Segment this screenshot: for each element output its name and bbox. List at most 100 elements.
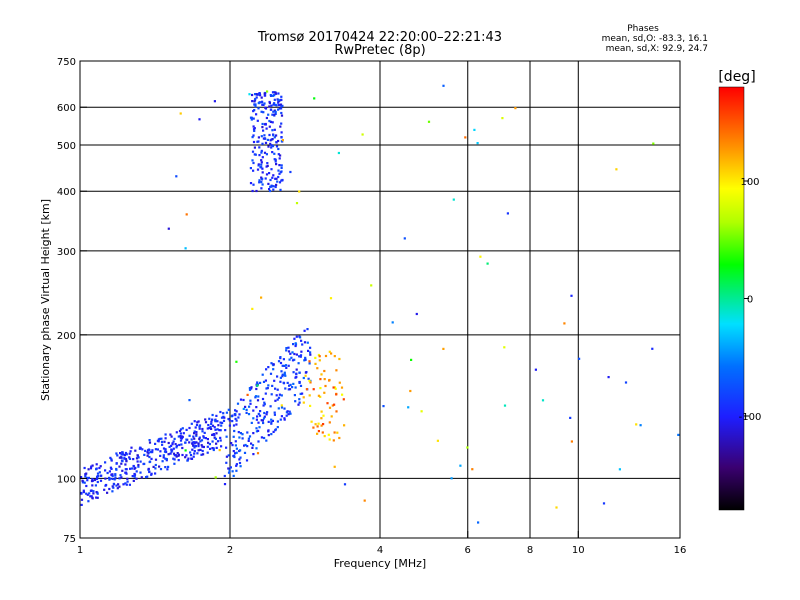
echo-point (95, 463, 98, 466)
echo-point (268, 133, 271, 137)
echo-point (217, 424, 220, 427)
echo-point (479, 255, 482, 258)
echo-point (273, 136, 276, 139)
echo-point (86, 479, 89, 482)
echo-point (234, 440, 237, 443)
echo-point (170, 450, 173, 453)
echo-point (223, 474, 226, 478)
echo-point (286, 381, 289, 384)
echo-point (307, 377, 310, 380)
echo-point (261, 156, 264, 159)
echo-point (299, 336, 302, 339)
echo-point (241, 437, 244, 440)
echo-point (188, 426, 191, 430)
echo-point (271, 129, 274, 132)
echo-point (289, 170, 292, 174)
echo-point (277, 407, 280, 410)
echo-point (464, 136, 467, 139)
echo-point (260, 296, 263, 299)
echo-point (249, 399, 252, 402)
echo-point (262, 137, 265, 140)
echo-point (161, 443, 164, 446)
echo-point (105, 483, 108, 487)
echo-point (171, 443, 174, 446)
echo-point (143, 453, 146, 456)
echo-point (125, 468, 128, 471)
echo-point (121, 451, 124, 454)
echo-point (268, 102, 271, 105)
echo-point (272, 134, 275, 137)
echo-point (253, 146, 256, 149)
echo-point (307, 349, 310, 352)
echo-point (172, 457, 175, 460)
echo-point (162, 454, 165, 457)
echo-point (228, 424, 231, 427)
echo-point (319, 378, 322, 381)
echo-point (285, 347, 288, 350)
echo-point (109, 456, 112, 459)
echo-point (280, 179, 283, 182)
echo-point (202, 453, 205, 456)
echo-point (255, 387, 258, 391)
echo-point (320, 410, 323, 413)
echo-point (209, 447, 212, 450)
echo-point (158, 437, 161, 440)
echo-point (328, 378, 331, 382)
echo-point (420, 410, 423, 413)
echo-point (323, 369, 326, 373)
x-tick-label: 1 (77, 545, 83, 556)
echo-point (85, 492, 88, 495)
echo-point (442, 347, 445, 350)
echo-point (96, 472, 100, 475)
echo-point (213, 100, 216, 103)
colorbar-tick-label: -100 (739, 412, 762, 423)
echo-point (159, 454, 162, 457)
echo-point (329, 297, 333, 300)
echo-point (90, 495, 93, 498)
echo-point (224, 429, 227, 432)
colorbar (718, 86, 745, 511)
echo-point (277, 153, 280, 156)
colorbar-tick-label: 0 (747, 295, 753, 306)
echo-point (84, 475, 87, 478)
echo-point (333, 355, 336, 358)
echo-point (184, 456, 187, 459)
echo-point (273, 102, 276, 105)
echo-point (99, 465, 102, 468)
echo-point (332, 439, 335, 442)
echo-point (294, 400, 297, 403)
echo-point (202, 435, 205, 438)
echo-point (335, 393, 338, 396)
echo-point (323, 391, 326, 394)
echo-point (80, 476, 83, 479)
echo-point (276, 420, 279, 423)
echo-point (97, 474, 100, 478)
echo-point (150, 457, 153, 460)
echo-point (409, 389, 412, 393)
echo-point (278, 172, 281, 175)
echo-point (251, 189, 254, 193)
echo-point (154, 458, 158, 461)
echo-point (260, 181, 263, 184)
echo-point (652, 142, 655, 145)
echo-point (195, 423, 199, 427)
echo-point (137, 465, 140, 468)
echo-point (246, 445, 249, 448)
echo-point (279, 356, 282, 359)
echo-point (87, 468, 90, 471)
echo-point (197, 420, 200, 423)
echo-point (118, 465, 121, 468)
echo-point (300, 339, 303, 342)
echo-point (274, 177, 277, 180)
echo-point (257, 395, 260, 398)
echo-point (163, 450, 167, 453)
echo-point (140, 476, 143, 479)
echo-point (299, 392, 302, 395)
echo-point (250, 387, 253, 390)
echo-point (95, 491, 98, 494)
echo-point (164, 433, 167, 436)
echo-point (131, 475, 134, 478)
echo-point (278, 181, 282, 184)
echo-point (273, 413, 276, 416)
echo-point (278, 157, 281, 160)
